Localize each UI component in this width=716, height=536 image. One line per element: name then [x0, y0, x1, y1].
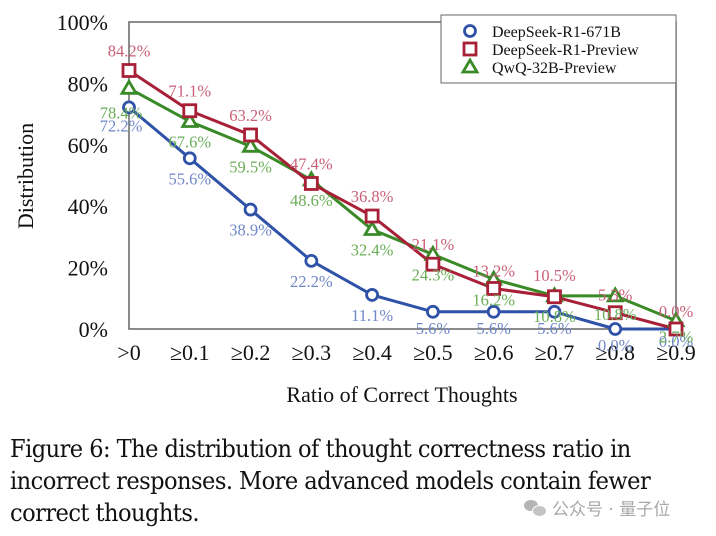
legend-circle-icon [463, 24, 477, 38]
data-label: 24.3% [412, 265, 455, 284]
y-tick-label: 20% [68, 256, 108, 281]
series-line-QwQ-32B-Preview [128, 86, 677, 323]
triangle-marker [119, 78, 139, 95]
caption-line: incorrect responses. More advanced model… [10, 466, 651, 495]
data-label: 67.6% [168, 132, 211, 151]
square-marker [182, 103, 198, 119]
legend-triangle-icon [460, 57, 480, 74]
legend: DeepSeek-R1-671BDeepSeek-R1-PreviewQwQ-3… [440, 14, 677, 84]
data-label: 5.6% [416, 319, 451, 338]
legend-frame [440, 14, 677, 84]
plot-frame [128, 21, 677, 330]
x-tick-label: ≥0.3 [292, 340, 332, 365]
data-label: 47.4% [290, 154, 333, 173]
data-label: 59.5% [229, 157, 272, 176]
data-label: 0.0% [598, 336, 633, 355]
data-label: 36.8% [351, 187, 394, 206]
y-tick-label: 60% [68, 133, 108, 158]
circle-marker [243, 202, 258, 217]
triangle-marker [605, 286, 625, 303]
x-tick-label: ≥0.4 [352, 340, 392, 365]
circle-marker [122, 100, 136, 115]
x-tick-label: ≥0.2 [231, 340, 271, 365]
triangle-marker [180, 111, 200, 128]
data-label: 5.6% [476, 319, 511, 338]
data-label: 16.2% [472, 290, 515, 309]
data-label: 21.1% [412, 235, 455, 254]
data-label: 0.0% [659, 302, 694, 321]
data-label: 78.4% [100, 103, 143, 122]
y-tick-label: 80% [68, 71, 108, 96]
data-label: 5.3% [598, 286, 633, 305]
circle-marker [425, 304, 440, 319]
y-tick-label: 40% [68, 194, 108, 219]
data-label: 5.6% [537, 319, 572, 338]
caption-line: correct thoughts. [10, 498, 199, 527]
data-label: 11.1% [351, 306, 393, 325]
x-tick-label: ≥0.9 [656, 340, 696, 365]
triangle-marker [241, 136, 260, 153]
square-marker [121, 63, 137, 78]
circle-marker [182, 151, 197, 166]
data-label: 63.2% [229, 106, 272, 125]
square-marker [547, 289, 562, 305]
data-label: 84.2% [108, 42, 151, 61]
legend-label: DeepSeek-R1-Preview [492, 42, 639, 59]
data-label: 48.6% [290, 191, 333, 210]
data-label: 10.5% [533, 266, 576, 285]
series-line-DeepSeek-R1-671B [128, 106, 676, 331]
legend-label: DeepSeek-R1-671B [492, 24, 621, 41]
x-axis-label: Ratio of Correct Thoughts [286, 382, 517, 407]
data-label: 10.8% [533, 307, 576, 326]
legend-label: QwQ-32B-Preview [492, 60, 617, 77]
y-tick-label: 0% [79, 317, 108, 342]
data-label: 38.9% [229, 221, 272, 240]
circle-marker [365, 288, 380, 302]
y-tick-label: 100% [57, 10, 108, 35]
x-tick-label: ≥0.1 [170, 340, 210, 365]
circle-marker [608, 322, 623, 336]
circle-marker [486, 304, 501, 319]
data-label: 10.8% [594, 305, 637, 324]
x-tick-label: ≥0.7 [535, 340, 575, 365]
square-marker [364, 208, 380, 224]
circle-marker [304, 253, 319, 268]
legend-square-icon [462, 41, 478, 57]
data-label: 71.1% [168, 82, 211, 101]
data-label: 22.2% [290, 272, 333, 291]
data-label: 13.2% [472, 261, 515, 280]
data-label: 72.2% [100, 116, 143, 135]
x-tick-label: >0 [117, 340, 140, 365]
watermark-text: 公众号 · 量子位 [552, 500, 671, 520]
x-tick-label: ≥0.5 [413, 340, 453, 365]
series-line-DeepSeek-R1-Preview [128, 69, 677, 331]
x-tick-label: ≥0.6 [474, 340, 514, 365]
data-label: 32.4% [351, 241, 394, 260]
square-marker [425, 256, 441, 272]
data-label: 2.7% [659, 328, 694, 347]
line-chart: 0% 20% 40% 60% 80% 100% >0 ≥0.1 ≥0.2 ≥0.3 ≥0.4 ≥0.… [13, 10, 696, 407]
square-marker [243, 127, 258, 143]
data-label: 0.0% [659, 332, 694, 351]
x-tick-label: ≥0.8 [595, 340, 635, 365]
square-marker [486, 281, 502, 296]
square-marker [668, 321, 684, 337]
square-marker [607, 305, 623, 321]
data-label: 55.6% [168, 169, 211, 188]
figure-caption: Figure 6: The distribution of thought co… [10, 433, 654, 529]
watermark: 公众号 · 量子位 [524, 495, 670, 520]
y-axis-label: Distribution [13, 123, 38, 229]
caption-line: Figure 6: The distribution of thought co… [10, 434, 631, 463]
circle-marker [547, 304, 562, 319]
square-marker [303, 176, 319, 191]
triangle-marker [362, 219, 382, 236]
wechat-icon [524, 499, 547, 517]
